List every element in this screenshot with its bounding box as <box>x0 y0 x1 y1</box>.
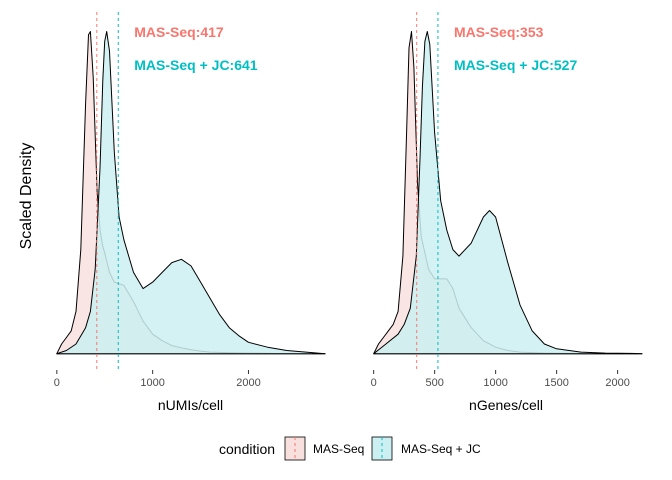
density-area-mas-seq-jc <box>56 31 326 355</box>
legend-label-mas-seq-jc: MAS-Seq + JC <box>401 442 481 456</box>
median-annotation: MAS-Seq:353 <box>454 24 544 40</box>
x-tick-label: 2000 <box>236 377 260 389</box>
median-annotation: MAS-Seq + JC:641 <box>134 57 258 73</box>
x-tick-label: 1500 <box>544 377 568 389</box>
umi-density-panel: 0 1000 2000 nUMIs/cell MAS-Seq:417 MAS-Seq + … <box>54 12 326 413</box>
gene-density-panel: 0 500 1000 1500 2000 nGenes/cell MAS-Seq:353 MA… <box>371 12 643 413</box>
x-tick-label: 0 <box>371 377 377 389</box>
density-area-mas-seq-jc <box>373 31 643 355</box>
legend-title: condition <box>219 441 275 457</box>
y-axis-title: Scaled Density <box>18 143 35 250</box>
legend-key-mas-seq <box>284 436 306 461</box>
legend: condition MAS-Seq MAS-Seq + JC <box>219 436 481 461</box>
median-annotation: MAS-Seq + JC:527 <box>454 57 578 73</box>
x-tick-label: 500 <box>425 377 443 389</box>
x-tick-label: 0 <box>54 377 60 389</box>
x-axis-title: nUMIs/cell <box>158 397 223 413</box>
legend-key-mas-seq-jc <box>371 436 393 461</box>
x-tick-label: 2000 <box>605 377 629 389</box>
median-annotation: MAS-Seq:417 <box>134 24 224 40</box>
x-axis-title: nGenes/cell <box>469 397 543 413</box>
legend-label-mas-seq: MAS-Seq <box>313 442 364 456</box>
x-tick-label: 1000 <box>140 377 164 389</box>
x-tick-label: 1000 <box>483 377 507 389</box>
